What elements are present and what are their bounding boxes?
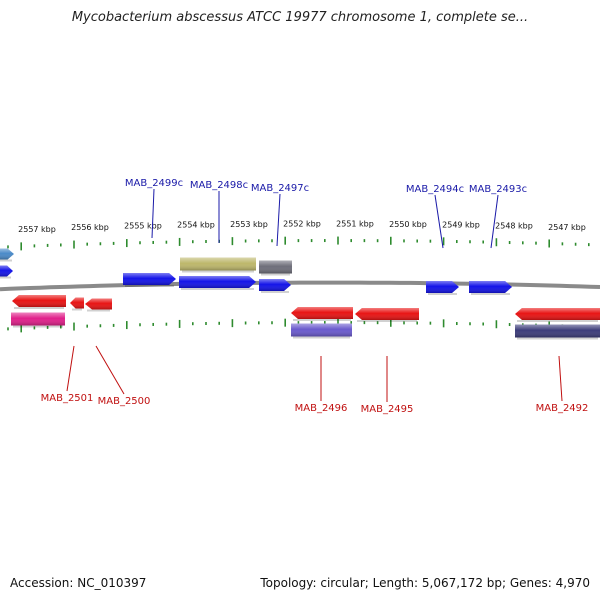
leader-line (490, 194, 499, 249)
gene-feature[interactable] (85, 298, 112, 312)
gene-feature[interactable] (259, 279, 291, 293)
gene-feature[interactable] (469, 281, 512, 295)
leader-line (95, 345, 125, 395)
scale-label: 2550 kbp (389, 220, 427, 229)
genome-summary-text: Topology: circular; Length: 5,067,172 bp… (260, 576, 590, 590)
scale-label: 2549 kbp (442, 221, 480, 230)
scale-label: 2547 kbp (548, 223, 586, 232)
scale-label: 2554 kbp (177, 221, 215, 230)
gene-highlight (259, 260, 292, 274)
gene-label: MAB_2501 (41, 393, 94, 404)
map-title: Mycobacterium abscessus ATCC 19977 chrom… (71, 10, 529, 25)
gene-highlight (180, 257, 256, 271)
gene-highlight (85, 298, 112, 310)
gene-highlight (426, 281, 459, 293)
scale-ticks-upper (7, 236, 590, 251)
leader-line (151, 188, 155, 239)
gene-feature[interactable] (0, 265, 13, 279)
gene-highlight (291, 307, 353, 319)
gene-label: MAB_2493c (469, 184, 527, 195)
gene-feature[interactable] (291, 323, 352, 339)
scale-label: 2552 kbp (283, 220, 321, 229)
gene-label: MAB_2495 (361, 404, 414, 415)
gene-highlight (515, 308, 600, 320)
gene-highlight (515, 324, 600, 338)
scale-labels: 2557 kbp 2556 kbp 2555 kbp 2554 kbp 2553 kbp… (18, 220, 586, 234)
gene-highlight (259, 279, 291, 291)
gene-highlight (12, 295, 66, 307)
gene-label: MAB_2494c (406, 184, 464, 195)
gene-feature[interactable] (291, 307, 353, 321)
gene-highlight (123, 273, 176, 285)
scale-label: 2551 kbp (336, 220, 374, 229)
gene-feature[interactable] (259, 260, 292, 276)
gene-highlight (469, 281, 512, 293)
leader-line (558, 355, 563, 402)
gene-feature[interactable] (180, 257, 256, 273)
gene-highlight (179, 276, 256, 288)
gene-feature[interactable] (12, 295, 66, 309)
gene-highlight (291, 323, 352, 337)
leader-line (276, 193, 281, 247)
gene-highlight (70, 297, 84, 309)
leader-line (434, 194, 444, 249)
scale-label: 2548 kbp (495, 222, 533, 231)
gene-highlight (11, 312, 65, 326)
leader-line (66, 345, 75, 392)
scale-label: 2556 kbp (71, 223, 109, 232)
gene-feature[interactable] (123, 273, 176, 287)
gene-highlight (0, 265, 13, 277)
scale-label: 2553 kbp (230, 220, 268, 229)
gene-label: MAB_2496 (295, 403, 348, 414)
gene-feature[interactable] (70, 297, 84, 311)
gene-label-leaders (66, 188, 563, 402)
gene-labels: MAB_2499c MAB_2498c MAB_2497c MAB_2494c MAB_… (41, 178, 589, 415)
scale-label: 2557 kbp (18, 225, 56, 234)
gene-feature[interactable] (515, 324, 600, 340)
accession-text: Accession: NC_010397 (10, 576, 147, 590)
gene-feature[interactable] (426, 281, 459, 295)
gene-label: MAB_2500 (98, 396, 151, 407)
scale-label: 2555 kbp (124, 222, 162, 231)
gene-label: MAB_2499c (125, 178, 183, 189)
gene-feature[interactable] (355, 308, 419, 322)
gene-feature[interactable] (179, 276, 256, 290)
gene-label: MAB_2497c (251, 183, 309, 194)
gene-label: MAB_2492 (536, 403, 589, 414)
gene-feature[interactable] (515, 308, 600, 322)
gene-feature[interactable] (0, 248, 14, 262)
gene-track[interactable] (0, 248, 600, 340)
gene-feature[interactable] (11, 312, 65, 328)
gene-highlight (355, 308, 419, 320)
gene-highlight (0, 248, 14, 260)
gene-label: MAB_2498c (190, 180, 248, 191)
